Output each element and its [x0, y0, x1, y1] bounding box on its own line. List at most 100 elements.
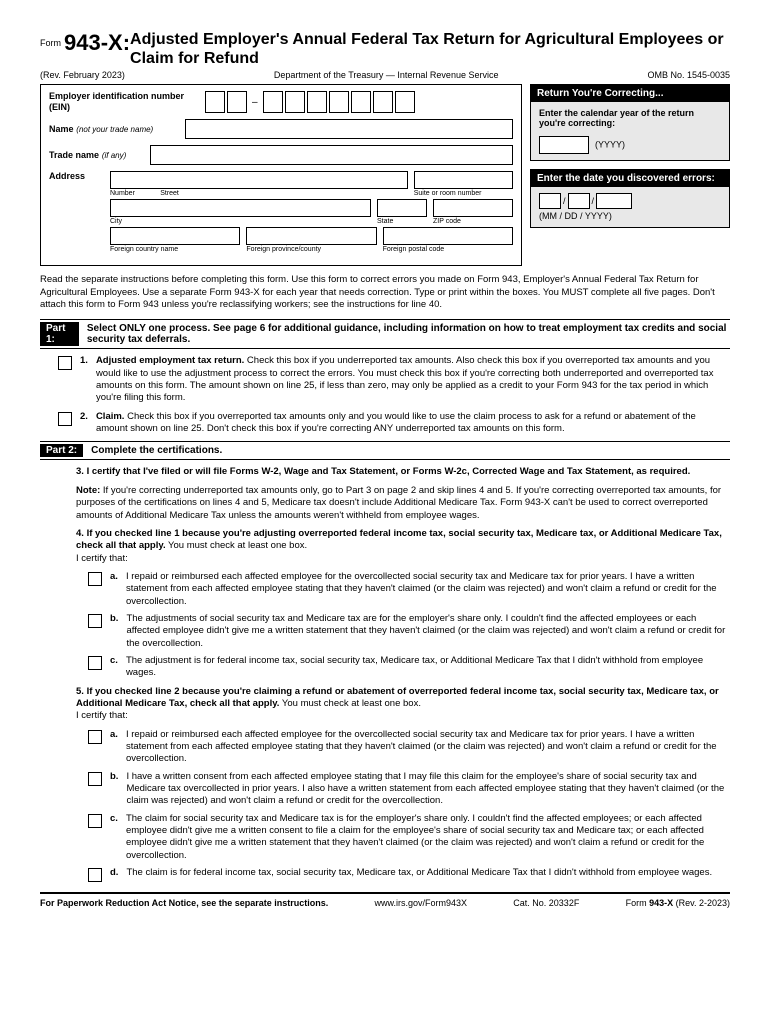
- q4a-letter: a.: [110, 571, 118, 582]
- footer-url: www.irs.gov/Form943X: [375, 898, 468, 908]
- checkbox-5d[interactable]: [88, 868, 102, 882]
- ein-box[interactable]: [263, 91, 283, 113]
- name-label: Name: [49, 124, 74, 134]
- date-dd-input[interactable]: [568, 193, 590, 209]
- correcting-header: Return You're Correcting...: [531, 85, 729, 102]
- date-header: Enter the date you discovered errors:: [531, 170, 729, 187]
- foreign-country-input[interactable]: [110, 227, 240, 245]
- q5a-letter: a.: [110, 729, 118, 740]
- q4a-text: I repaid or reimbursed each affected emp…: [126, 571, 730, 608]
- part2-header: Part 2: Complete the certifications.: [40, 441, 730, 460]
- ein-box[interactable]: [205, 91, 225, 113]
- address-city-input[interactable]: [110, 199, 371, 217]
- correcting-text: Enter the calendar year of the return yo…: [539, 108, 721, 128]
- year-input[interactable]: [539, 136, 589, 154]
- ein-box[interactable]: [395, 91, 415, 113]
- trade-sublabel: (if any): [102, 151, 126, 160]
- address-suite-input[interactable]: [414, 171, 513, 189]
- part2-title: Complete the certifications.: [91, 445, 222, 456]
- q4c-text: The adjustment is for federal income tax…: [126, 655, 730, 680]
- subheader: (Rev. February 2023) Department of the T…: [40, 70, 730, 80]
- address-zip-input[interactable]: [433, 199, 513, 217]
- trade-label: Trade name: [49, 150, 99, 160]
- item2-text: Claim. Check this box if you overreporte…: [96, 411, 730, 436]
- foreign-province-input[interactable]: [246, 227, 376, 245]
- correcting-box: Return You're Correcting... Enter the ca…: [530, 84, 730, 161]
- addr-suite-label: Suite or room number: [414, 189, 513, 197]
- item3-text: I certify that I've filed or will file F…: [87, 466, 691, 477]
- q5d-text: The claim is for federal income tax, soc…: [126, 867, 730, 879]
- q5a-text: I repaid or reimbursed each affected emp…: [126, 729, 730, 766]
- ein-box[interactable]: [227, 91, 247, 113]
- address-state-input[interactable]: [377, 199, 427, 217]
- addr-fprov-label: Foreign province/county: [246, 245, 376, 253]
- ein-box[interactable]: [351, 91, 371, 113]
- date-discovered-box: Enter the date you discovered errors: / …: [530, 169, 730, 228]
- item5-text: 5. If you checked line 2 because you're …: [76, 686, 730, 723]
- item4-text: 4. If you checked line 1 because you're …: [76, 528, 730, 565]
- ein-label: Employer identification number (EIN): [49, 91, 184, 112]
- employer-info-box: Employer identification number (EIN) – N…: [40, 84, 522, 266]
- checkbox-4a[interactable]: [88, 572, 102, 586]
- form-prefix: Form: [40, 38, 61, 48]
- item1-num: 1.: [80, 355, 88, 366]
- page-footer: For Paperwork Reduction Act Notice, see …: [40, 892, 730, 908]
- name-input[interactable]: [185, 119, 513, 139]
- ein-box[interactable]: [373, 91, 393, 113]
- part1-header: Part 1: Select ONLY one process. See pag…: [40, 319, 730, 349]
- address-label: Address: [49, 171, 85, 181]
- q5d-letter: d.: [110, 867, 118, 878]
- ein-box[interactable]: [285, 91, 305, 113]
- addr-street-label: Street: [160, 190, 179, 197]
- form-instructions: Read the separate instructions before co…: [40, 274, 730, 311]
- checkbox-4b[interactable]: [88, 614, 102, 628]
- addr-state-label: State: [377, 217, 427, 225]
- ein-input-group: –: [205, 91, 415, 113]
- address-number-street-input[interactable]: [110, 171, 408, 189]
- yyyy-label: (YYYY): [595, 140, 625, 150]
- checkbox-4c[interactable]: [88, 656, 102, 670]
- checkbox-5a[interactable]: [88, 730, 102, 744]
- addr-number-label: Number: [110, 190, 135, 197]
- revision: (Rev. February 2023): [40, 70, 125, 80]
- omb-number: OMB No. 1545-0035: [647, 70, 730, 80]
- q5b-letter: b.: [110, 771, 118, 782]
- date-mm-input[interactable]: [539, 193, 561, 209]
- part2-badge: Part 2:: [40, 444, 83, 457]
- name-sublabel: (not your trade name): [76, 125, 153, 134]
- department: Department of the Treasury — Internal Re…: [274, 70, 499, 80]
- date-format-label: (MM / DD / YYYY): [539, 211, 721, 221]
- addr-fpostal-label: Foreign postal code: [383, 245, 513, 253]
- checkbox-line1[interactable]: [58, 356, 72, 370]
- item2-num: 2.: [80, 411, 88, 422]
- q5c-letter: c.: [110, 813, 118, 824]
- q5c-text: The claim for social security tax and Me…: [126, 813, 730, 862]
- ein-box[interactable]: [329, 91, 349, 113]
- addr-zip-label: ZIP code: [433, 217, 513, 225]
- checkbox-5b[interactable]: [88, 772, 102, 786]
- footer-form: Form 943-X (Rev. 2-2023): [626, 898, 730, 908]
- form-header: Form 943-X: Adjusted Employer's Annual F…: [40, 30, 730, 68]
- q4c-letter: c.: [110, 655, 118, 666]
- checkbox-line2[interactable]: [58, 412, 72, 426]
- part1-badge: Part 1:: [40, 322, 79, 346]
- item1-text: Adjusted employment tax return. Check th…: [96, 355, 730, 404]
- addr-city-label: City: [110, 217, 371, 225]
- form-title: Adjusted Employer's Annual Federal Tax R…: [130, 30, 730, 68]
- trade-input[interactable]: [150, 145, 513, 165]
- q4b-text: The adjustments of social security tax a…: [126, 613, 730, 650]
- ein-box[interactable]: [307, 91, 327, 113]
- checkbox-5c[interactable]: [88, 814, 102, 828]
- ein-dash: –: [252, 97, 258, 108]
- date-yyyy-input[interactable]: [596, 193, 632, 209]
- foreign-postal-input[interactable]: [383, 227, 513, 245]
- note-text: Note: If you're correcting underreported…: [76, 485, 730, 522]
- footer-cat: Cat. No. 20332F: [513, 898, 579, 908]
- item3-num: 3.: [76, 466, 84, 477]
- addr-fcountry-label: Foreign country name: [110, 245, 240, 253]
- footer-left: For Paperwork Reduction Act Notice, see …: [40, 898, 328, 908]
- part1-title: Select ONLY one process. See page 6 for …: [87, 323, 730, 345]
- q4b-letter: b.: [110, 613, 118, 624]
- q5b-text: I have a written consent from each affec…: [126, 771, 730, 808]
- form-number: 943-X:: [64, 30, 130, 56]
